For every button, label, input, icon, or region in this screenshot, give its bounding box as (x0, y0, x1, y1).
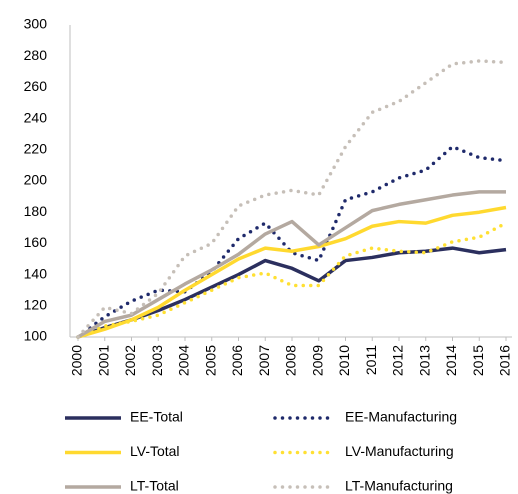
line-series (76, 221, 508, 339)
y-tick-label: 200 (24, 172, 48, 188)
y-tick-label: 180 (24, 203, 48, 219)
x-tick-label: 2007 (256, 345, 272, 376)
y-tick-label: 260 (24, 78, 48, 94)
x-tick-label: 2011 (363, 345, 379, 375)
x-tick-label: 2002 (122, 345, 138, 376)
x-tick-label: 2010 (336, 345, 352, 376)
line-series (77, 190, 506, 339)
legend-label: EE-Manufacturing (345, 409, 457, 425)
line-series (77, 205, 507, 339)
x-tick-label: 2004 (176, 345, 192, 376)
y-tick-label: 220 (24, 141, 48, 157)
line-series (76, 59, 508, 339)
y-tick-label: 300 (24, 16, 48, 32)
x-tick-label: 2006 (229, 345, 245, 376)
y-tick-label: 280 (24, 47, 48, 63)
y-tick-label: 140 (24, 265, 48, 281)
x-tick-label: 2008 (283, 345, 299, 376)
x-tick-label: 2014 (443, 345, 459, 376)
line-series (76, 144, 508, 339)
x-tick-label: 2005 (202, 345, 218, 376)
x-tick-label: 2015 (470, 345, 486, 376)
y-tick-label: 240 (24, 109, 48, 125)
x-tick-label: 2000 (69, 345, 85, 376)
legend-label: EE-Total (130, 409, 183, 425)
x-tick-label: 2001 (95, 345, 111, 376)
x-tick-label: 2009 (309, 345, 325, 376)
x-tick-label: 2012 (390, 345, 406, 376)
x-tick-label: 2013 (416, 345, 432, 376)
legend-label: LV-Total (130, 443, 180, 459)
x-tick-label: 2016 (497, 345, 513, 376)
y-tick-label: 160 (24, 234, 48, 250)
y-tick-label: 120 (24, 297, 48, 313)
line-series (77, 246, 507, 339)
legend-label: LT-Manufacturing (345, 478, 453, 494)
y-tick-label: 100 (24, 328, 48, 344)
legend-label: LV-Manufacturing (345, 443, 454, 459)
x-tick-label: 2003 (149, 345, 165, 376)
legend-label: LT-Total (130, 478, 179, 494)
